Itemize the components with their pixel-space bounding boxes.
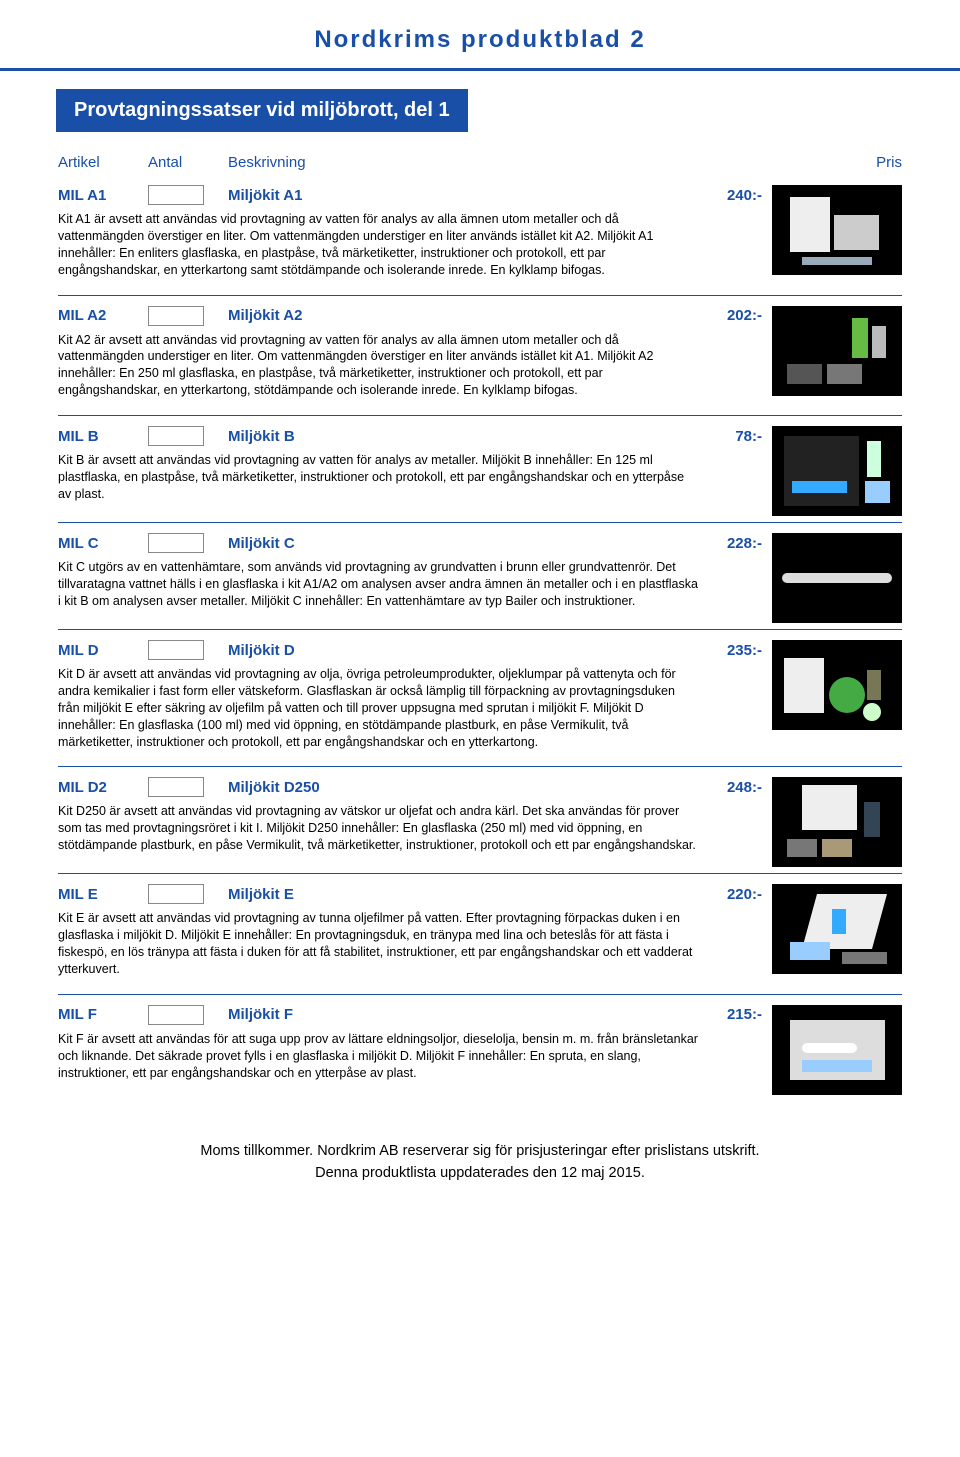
product-image: [772, 533, 902, 623]
product-article: MIL D2: [58, 779, 148, 796]
product-price: 78:-: [672, 428, 762, 445]
product-header-row: MIL B Miljökit B78:-: [58, 426, 762, 446]
footer-line-2: Denna produktlista uppdaterades den 12 m…: [50, 1163, 910, 1185]
product-price: 202:-: [672, 307, 762, 324]
page-title: Nordkrims produktblad 2: [50, 20, 910, 68]
product-name: Miljökit B: [228, 428, 672, 445]
product-header-row: MIL D2 Miljökit D250248:-: [58, 777, 762, 797]
product-separator: [58, 994, 902, 995]
product-list: MIL A1 Miljökit A1240:-Kit A1 är avsett a…: [50, 179, 910, 1095]
subtitle-box: Provtagningssatser vid miljöbrott, del 1: [56, 89, 468, 132]
product-price: 215:-: [672, 1006, 762, 1023]
product-item: MIL D Miljökit D235:-Kit D är avsett att …: [50, 634, 910, 760]
product-separator: [58, 873, 902, 874]
product-image: [772, 426, 902, 516]
product-header-row: MIL A1 Miljökit A1240:-: [58, 185, 762, 205]
product-separator: [58, 415, 902, 416]
product-qty-input[interactable]: [148, 1005, 204, 1025]
product-article: MIL A2: [58, 307, 148, 324]
column-headers: Artikel Antal Beskrivning Pris: [50, 150, 910, 179]
product-description: Kit C utgörs av en vattenhämtare, som an…: [58, 553, 698, 620]
product-description: Kit A2 är avsett att användas vid provta…: [58, 326, 698, 410]
product-name: Miljökit C: [228, 535, 672, 552]
product-price: 228:-: [672, 535, 762, 552]
product-header-row: MIL C Miljökit C228:-: [58, 533, 762, 553]
product-item: MIL F Miljökit F215:- Kit F är avsett att …: [50, 999, 910, 1095]
product-item: MIL E Miljökit E220:-Kit E är avsett att …: [50, 878, 910, 988]
product-article: MIL D: [58, 642, 148, 659]
product-qty-input[interactable]: [148, 640, 204, 660]
product-item: MIL D2 Miljökit D250248:-Kit D250 är avse…: [50, 771, 910, 867]
product-header-row: MIL F Miljökit F215:-: [58, 1005, 762, 1025]
product-image: [772, 640, 902, 730]
product-qty-input[interactable]: [148, 306, 204, 326]
product-image: [772, 884, 902, 974]
product-description: Kit E är avsett att användas vid provtag…: [58, 904, 698, 988]
col-beskrivning: Beskrivning: [228, 154, 812, 171]
product-article: MIL B: [58, 428, 148, 445]
product-article: MIL E: [58, 886, 148, 903]
product-name: Miljökit E: [228, 886, 672, 903]
product-description: Kit D250 är avsett att användas vid prov…: [58, 797, 698, 864]
product-image: [772, 1005, 902, 1095]
title-rule: [0, 68, 960, 71]
product-price: 235:-: [672, 642, 762, 659]
product-item: MIL B Miljökit B78:-Kit B är avsett att a…: [50, 420, 910, 516]
product-qty-input[interactable]: [148, 884, 204, 904]
product-name: Miljökit D250: [228, 779, 672, 796]
product-price: 248:-: [672, 779, 762, 796]
product-name: Miljökit A1: [228, 187, 672, 204]
product-description: Kit F är avsett att användas för att sug…: [58, 1025, 698, 1092]
product-price: 220:-: [672, 886, 762, 903]
product-item: MIL C Miljökit C228:-Kit C utgörs av en v…: [50, 527, 910, 623]
product-article: MIL A1: [58, 187, 148, 204]
product-item: MIL A2 Miljökit A2202:- Kit A2 är avsett a…: [50, 300, 910, 410]
footer: Moms tillkommer. Nordkrim AB reserverar …: [50, 1101, 910, 1185]
footer-line-1: Moms tillkommer. Nordkrim AB reserverar …: [50, 1141, 910, 1163]
product-article: MIL C: [58, 535, 148, 552]
product-description: Kit B är avsett att användas vid provtag…: [58, 446, 698, 513]
product-description: Kit A1 är avsett att användas vid provta…: [58, 205, 698, 289]
col-artikel: Artikel: [58, 154, 148, 171]
col-antal: Antal: [148, 154, 228, 171]
product-header-row: MIL D Miljökit D235:-: [58, 640, 762, 660]
product-separator: [58, 766, 902, 767]
product-article: MIL F: [58, 1006, 148, 1023]
product-header-row: MIL A2 Miljökit A2202:-: [58, 306, 762, 326]
product-separator: [58, 522, 902, 523]
product-name: Miljökit D: [228, 642, 672, 659]
product-qty-input[interactable]: [148, 185, 204, 205]
product-item: MIL A1 Miljökit A1240:-Kit A1 är avsett a…: [50, 179, 910, 289]
product-qty-input[interactable]: [148, 426, 204, 446]
product-description: Kit D är avsett att användas vid provtag…: [58, 660, 698, 760]
product-qty-input[interactable]: [148, 533, 204, 553]
product-image: [772, 306, 902, 396]
product-image: [772, 777, 902, 867]
product-name: Miljökit A2: [228, 307, 672, 324]
product-name: Miljökit F: [228, 1006, 672, 1023]
product-price: 240:-: [672, 187, 762, 204]
product-separator: [58, 629, 902, 630]
col-pris: Pris: [812, 154, 902, 171]
product-image: [772, 185, 902, 275]
product-qty-input[interactable]: [148, 777, 204, 797]
product-header-row: MIL E Miljökit E220:-: [58, 884, 762, 904]
product-separator: [58, 295, 902, 296]
